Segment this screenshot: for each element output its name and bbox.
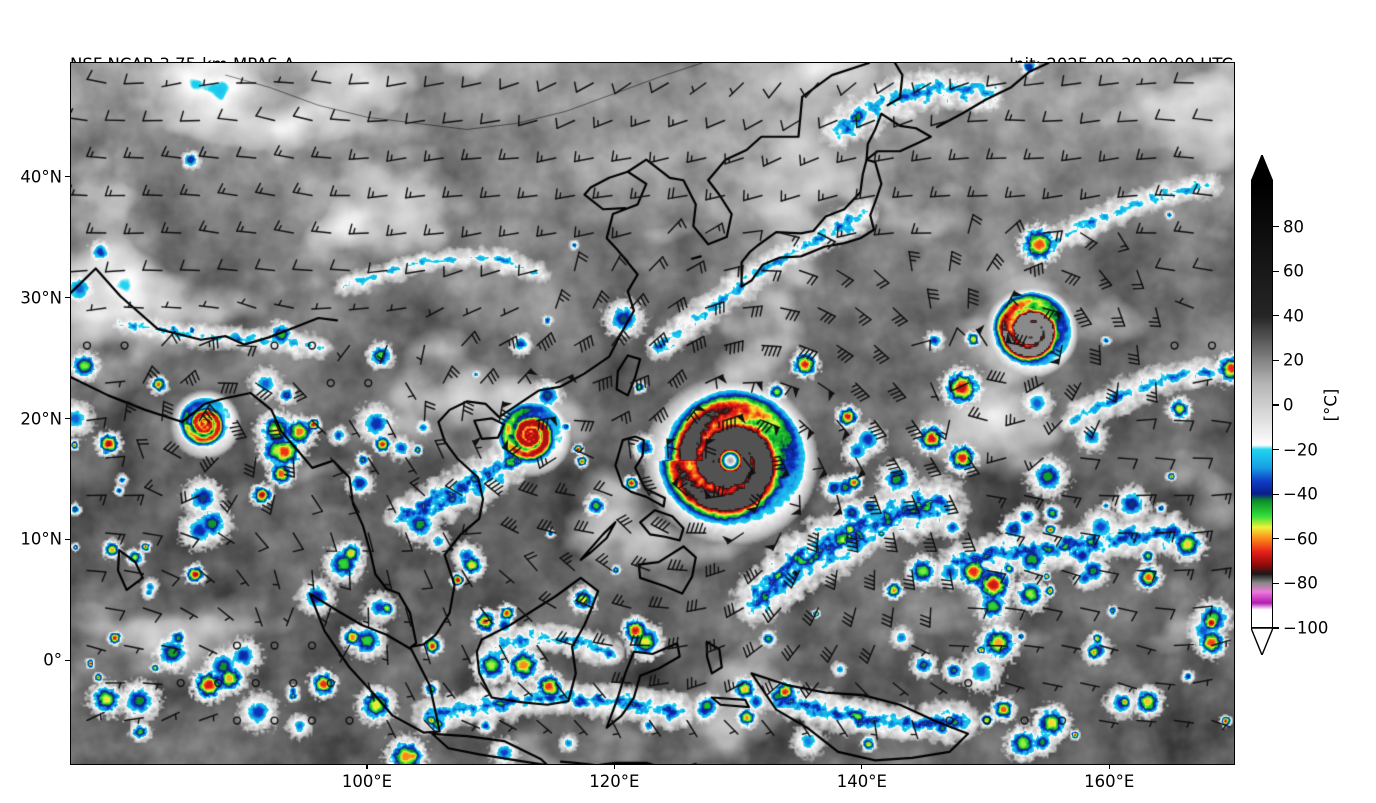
colorbar-arrow-top [1251, 156, 1273, 182]
colorbar[interactable] [1251, 182, 1273, 628]
colorbar-tickmark [1273, 270, 1279, 272]
y-tick-label: 0° [43, 650, 62, 670]
x-tickmark [861, 764, 863, 769]
x-tick-label: 160°E [1084, 772, 1135, 791]
colorbar-tick-label: 0 [1283, 395, 1294, 415]
colorbar-tick-label: −20 [1283, 440, 1318, 460]
colorbar-tickmark [1273, 404, 1279, 406]
colorbar-arrow-top-outline [1249, 153, 1275, 183]
colorbar-gradient [1251, 182, 1273, 628]
ir-brightness-temperature-map [71, 63, 1234, 764]
y-tickmark [65, 417, 70, 420]
x-tick-label: 140°E [836, 772, 887, 791]
y-tick-label: 30°N [20, 288, 62, 308]
y-tickmark [65, 659, 70, 661]
y-tick-label: 40°N [20, 167, 62, 187]
x-tickmark [366, 764, 368, 769]
colorbar-tick-label: 40 [1283, 306, 1304, 326]
colorbar-tickmark [1273, 538, 1279, 540]
x-tickmark [613, 764, 616, 769]
colorbar-tickmark [1273, 493, 1279, 495]
y-tickmark [65, 297, 70, 299]
x-tickmark [1108, 764, 1110, 769]
colorbar-tick-label: −80 [1283, 573, 1318, 593]
x-tick-label: 100°E [341, 772, 393, 791]
x-tick-label: 120°E [589, 772, 640, 791]
y-tick-label: 20°N [20, 409, 62, 429]
y-tickmark [65, 176, 70, 178]
colorbar-arrow-bottom [1249, 627, 1275, 657]
y-tick-label: 10°N [20, 529, 62, 549]
y-tickmark [65, 538, 70, 541]
colorbar-tickmark [1273, 627, 1279, 629]
colorbar-tick-label: −100 [1283, 618, 1329, 638]
colorbar-tick-label: 20 [1283, 350, 1304, 370]
map-plot-area[interactable] [70, 62, 1235, 765]
colorbar-tick-label: 80 [1283, 217, 1304, 237]
colorbar-tickmark [1273, 225, 1279, 228]
colorbar-tickmark [1273, 582, 1279, 585]
colorbar-tickmark [1273, 315, 1279, 317]
colorbar-tick-label: −60 [1283, 529, 1318, 549]
colorbar-tickmark [1273, 359, 1279, 362]
colorbar-tick-label: 60 [1283, 261, 1304, 281]
colorbar-tickmark [1273, 448, 1279, 451]
colorbar-tick-label: −40 [1283, 484, 1318, 504]
colorbar-unit-label: [°C] [1321, 388, 1341, 422]
